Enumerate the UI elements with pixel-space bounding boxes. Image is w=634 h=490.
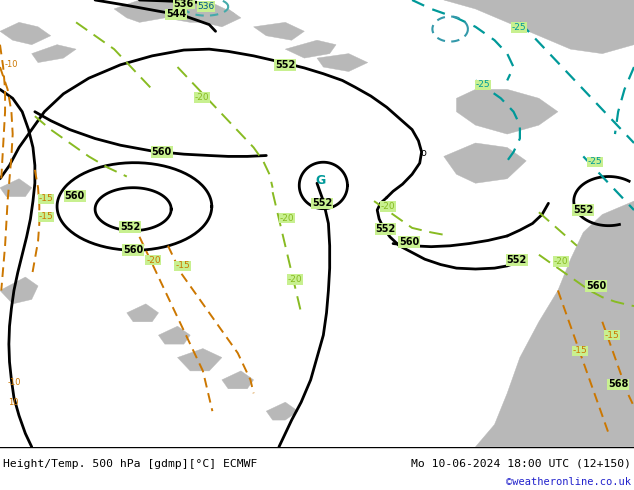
Text: Height/Temp. 500 hPa [gdmp][°C] ECMWF: Height/Temp. 500 hPa [gdmp][°C] ECMWF — [3, 459, 257, 469]
Polygon shape — [317, 53, 368, 72]
Text: -15: -15 — [175, 261, 190, 270]
Polygon shape — [444, 143, 526, 183]
Text: 552: 552 — [312, 198, 332, 208]
Text: -25: -25 — [476, 80, 491, 89]
Text: 560: 560 — [586, 281, 606, 291]
Text: -20: -20 — [146, 256, 161, 265]
Polygon shape — [178, 348, 222, 371]
Text: -25: -25 — [511, 23, 526, 32]
Text: 552: 552 — [573, 205, 593, 215]
Text: 560: 560 — [123, 245, 143, 255]
Polygon shape — [0, 23, 51, 45]
Text: 560: 560 — [65, 191, 85, 201]
Text: -20: -20 — [287, 275, 302, 284]
Text: 544: 544 — [166, 9, 186, 19]
Polygon shape — [0, 179, 32, 196]
Text: -15: -15 — [38, 195, 53, 203]
Text: 552: 552 — [275, 60, 295, 70]
Text: -25: -25 — [587, 157, 602, 166]
Polygon shape — [203, 9, 241, 27]
Text: 560: 560 — [399, 237, 419, 247]
Text: -15: -15 — [604, 331, 619, 340]
Text: -15: -15 — [38, 212, 53, 221]
Polygon shape — [266, 402, 298, 420]
Polygon shape — [444, 0, 634, 53]
Text: G: G — [315, 174, 325, 188]
Polygon shape — [32, 45, 76, 63]
Text: -20: -20 — [194, 93, 209, 102]
Text: 536: 536 — [174, 0, 194, 9]
Polygon shape — [127, 304, 158, 322]
Text: -10: -10 — [8, 378, 21, 387]
Text: -20: -20 — [553, 257, 569, 266]
Polygon shape — [285, 40, 336, 58]
Text: -10: -10 — [5, 60, 18, 69]
Text: -20: -20 — [279, 214, 294, 222]
Text: 568: 568 — [608, 379, 628, 390]
Text: 552: 552 — [375, 224, 396, 234]
Polygon shape — [476, 201, 634, 447]
Text: o: o — [420, 148, 427, 158]
Polygon shape — [158, 326, 190, 344]
Text: 552: 552 — [507, 255, 527, 265]
Text: 560: 560 — [152, 147, 172, 157]
Polygon shape — [0, 277, 38, 304]
Text: Mo 10-06-2024 18:00 UTC (12+150): Mo 10-06-2024 18:00 UTC (12+150) — [411, 459, 631, 469]
Text: -15: -15 — [573, 346, 588, 355]
Polygon shape — [456, 89, 558, 134]
Polygon shape — [114, 0, 235, 23]
Polygon shape — [222, 371, 254, 389]
Text: 10: 10 — [8, 398, 18, 407]
Text: 552: 552 — [120, 222, 140, 232]
Text: ©weatheronline.co.uk: ©weatheronline.co.uk — [506, 477, 631, 487]
Text: -20: -20 — [380, 202, 396, 211]
Polygon shape — [254, 23, 304, 40]
Text: 536: 536 — [197, 2, 215, 11]
